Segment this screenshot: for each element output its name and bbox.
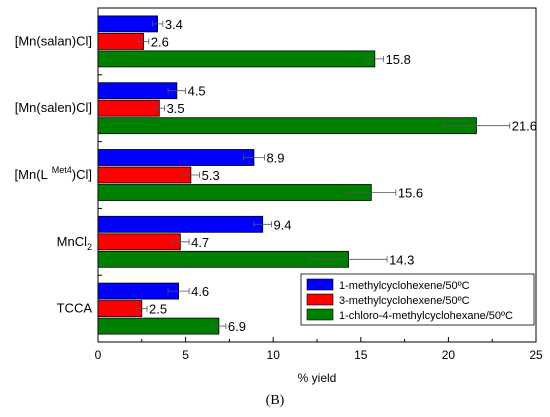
bar xyxy=(97,317,220,335)
data-label: 3.5 xyxy=(167,101,185,116)
bar xyxy=(97,50,376,68)
x-tick-label: 25 xyxy=(529,348,543,362)
data-label: 6.9 xyxy=(228,319,246,334)
data-label: 14.3 xyxy=(389,252,414,267)
legend-swatch xyxy=(306,278,334,291)
x-tick-label: 20 xyxy=(442,348,456,362)
bar xyxy=(97,15,158,33)
data-label: 4.5 xyxy=(188,84,206,99)
bar xyxy=(97,184,372,201)
legend-label: 3-methylcyclohexene/50ºC xyxy=(339,295,470,307)
data-label: 5.3 xyxy=(202,168,220,183)
data-label: 3.4 xyxy=(165,17,183,32)
panel-label: (B) xyxy=(265,393,285,408)
data-label: 8.9 xyxy=(266,151,284,166)
bar xyxy=(97,233,181,251)
bar xyxy=(97,149,255,166)
data-label: 2.5 xyxy=(149,302,167,317)
bar xyxy=(97,33,144,50)
bar xyxy=(97,99,160,117)
x-tick-label: 15 xyxy=(354,348,368,362)
data-label: 15.6 xyxy=(398,186,423,201)
x-tick-label: 5 xyxy=(182,348,189,362)
data-label: 4.7 xyxy=(191,235,209,250)
bar xyxy=(97,215,264,233)
legend-swatch xyxy=(306,308,334,321)
bar xyxy=(97,300,143,318)
category-label: [Mn(salan)Cl] xyxy=(15,33,92,48)
x-tick-label: 0 xyxy=(95,348,102,362)
category-label: [Mn(salen)Cl] xyxy=(15,100,92,115)
category-label: TCCA xyxy=(57,301,93,316)
category-label: [Mn(L Met4)Cl] xyxy=(15,165,92,182)
bar xyxy=(97,166,192,184)
legend-box xyxy=(300,273,535,326)
x-tick-label: 10 xyxy=(267,348,281,362)
category-label: MnCl2 xyxy=(57,234,92,252)
legend-label: 1-chloro-4-methylcyclohexane/50ºC xyxy=(339,310,513,322)
data-label: 4.6 xyxy=(191,284,209,299)
bar xyxy=(97,282,179,300)
legend-label: 1-methylcyclohexene/50ºC xyxy=(339,280,470,292)
data-label: 15.8 xyxy=(386,52,411,67)
legend-swatch xyxy=(306,293,334,306)
bar xyxy=(97,117,477,135)
x-axis-title: % yield xyxy=(298,371,337,385)
bar xyxy=(97,82,178,100)
data-label: 21.6 xyxy=(512,119,537,134)
data-label: 9.4 xyxy=(273,217,291,232)
data-label: 2.6 xyxy=(151,34,169,49)
